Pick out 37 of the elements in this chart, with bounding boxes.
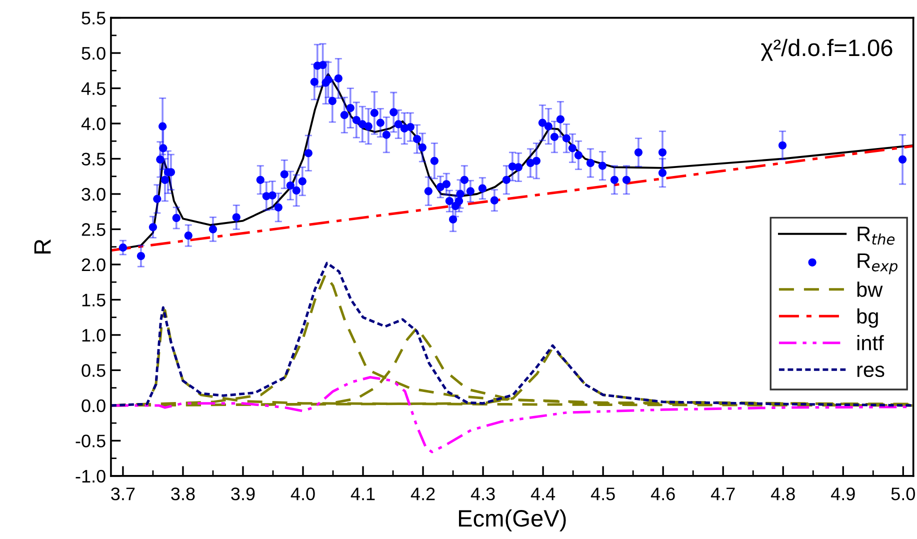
x-axis-title: Ecm(GeV) bbox=[458, 509, 566, 532]
y-tick-label: 1.5 bbox=[82, 294, 106, 306]
x-tick-label: 4.7 bbox=[710, 488, 735, 500]
legend-label: R$_{the}$ bbox=[858, 226, 895, 245]
y-tick-label: -1.0 bbox=[76, 470, 106, 483]
y-tick-label: 1.0 bbox=[82, 328, 106, 342]
y-tick-label: 0.0 bbox=[82, 399, 106, 412]
y-tick-label: 2.5 bbox=[82, 223, 106, 236]
x-tick-label: 4.2 bbox=[410, 488, 435, 500]
y-tick-label: -0.5 bbox=[76, 434, 106, 448]
x-tick-label: 4.5 bbox=[590, 488, 615, 500]
x-tick-label: 4.8 bbox=[770, 488, 795, 500]
x-tick-label: 4.1 bbox=[350, 488, 375, 500]
x-tick-label: 3.9 bbox=[231, 488, 255, 500]
x-tick-label: 3.7 bbox=[111, 488, 135, 500]
y-tick-label: 2.0 bbox=[82, 258, 106, 272]
y-tick-label: 4.5 bbox=[81, 82, 106, 95]
x-tick-label: 4.6 bbox=[650, 488, 675, 500]
legend-label: bg bbox=[857, 308, 878, 328]
x-tick-label: 5.0 bbox=[891, 488, 915, 500]
legend-label: intf bbox=[857, 335, 884, 350]
x-tick-label: 4.0 bbox=[290, 488, 315, 500]
legend-label: res bbox=[857, 366, 884, 378]
x-tick-label: 4.4 bbox=[530, 488, 556, 500]
annotation: χ²/d.o.f=1.06 bbox=[761, 38, 892, 61]
legend-label: R$_{exp}$ bbox=[858, 253, 898, 274]
y-tick-label: 3.0 bbox=[82, 188, 106, 201]
y-tick-label: 3.5 bbox=[82, 152, 106, 166]
y-tick-label: 0.5 bbox=[82, 364, 106, 377]
legend-label: bw bbox=[857, 282, 883, 297]
y-tick-label: 5.5 bbox=[82, 12, 106, 25]
y-axis-title: R bbox=[34, 239, 51, 254]
x-tick-label: 4.3 bbox=[470, 488, 495, 500]
x-tick-label: 4.9 bbox=[830, 488, 855, 500]
y-tick-label: 5.0 bbox=[82, 46, 106, 60]
y-tick-label: 4.0 bbox=[81, 117, 106, 130]
x-tick-label: 3.8 bbox=[171, 488, 195, 500]
